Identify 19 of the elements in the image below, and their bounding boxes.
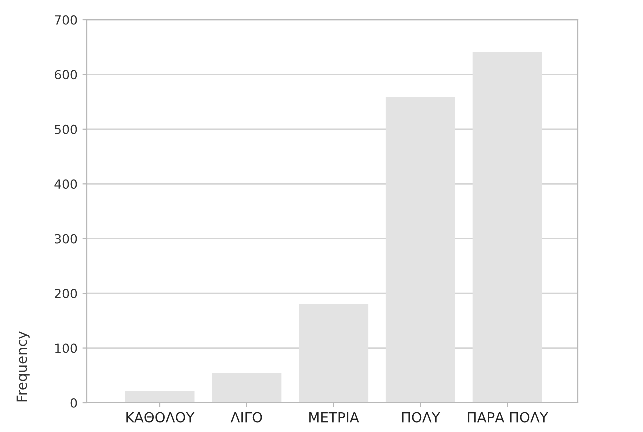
x-tick-label: ΚΑΘΟΛΟΥ xyxy=(126,412,195,423)
y-axis-title: Frequency xyxy=(16,332,30,402)
bar xyxy=(299,304,369,403)
bar xyxy=(212,373,282,403)
x-tick-label: ΛΙΓΟ xyxy=(230,412,262,423)
bar xyxy=(125,392,195,403)
y-tick-label: 700 xyxy=(55,15,78,25)
x-tick-label: ΠΟΛΥ xyxy=(402,412,440,423)
x-tick-label: ΠΑΡΑ ΠΟΛΥ xyxy=(468,412,548,423)
y-tick-label: 0 xyxy=(70,398,78,408)
y-tick-label: 100 xyxy=(55,344,78,354)
y-tick-label: 400 xyxy=(54,180,78,190)
x-tick-label: ΜΕΤΡΙΑ xyxy=(310,412,360,423)
y-tick-label: 600 xyxy=(54,70,78,80)
y-tick-label: 500 xyxy=(55,124,78,134)
y-tick-label: 200 xyxy=(55,289,78,298)
y-tick-label: 300 xyxy=(55,234,78,244)
bar xyxy=(472,52,542,403)
bar xyxy=(386,97,456,403)
